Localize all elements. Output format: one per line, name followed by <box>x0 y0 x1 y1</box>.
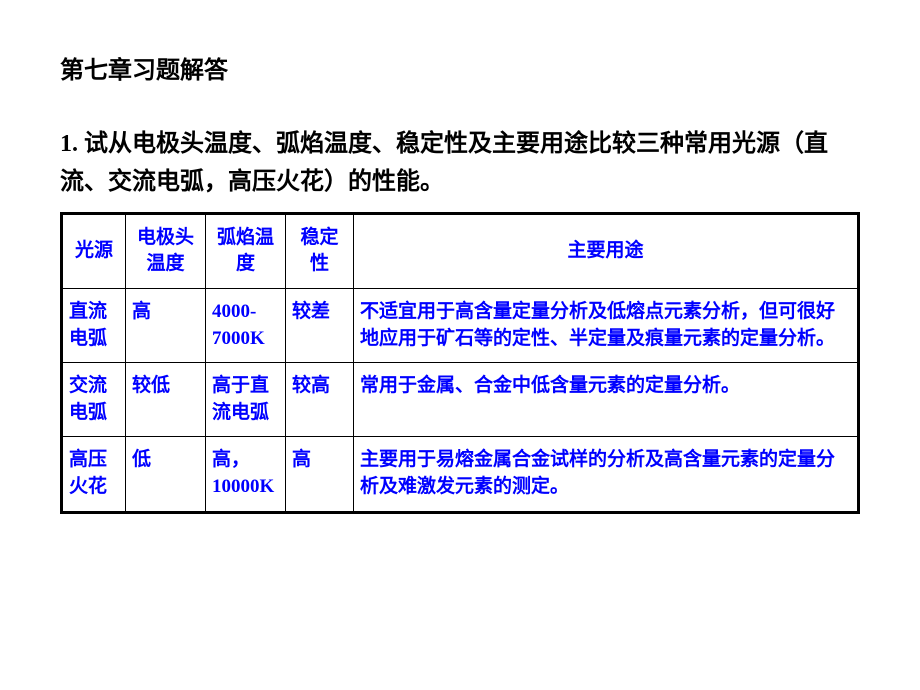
question-text: 1. 试从电极头温度、弧焰温度、稳定性及主要用途比较三种常用光源（直流、交流电弧… <box>60 125 860 202</box>
cell-stability: 高 <box>286 437 354 512</box>
cell-source: 直流电弧 <box>62 288 126 362</box>
cell-source: 交流电弧 <box>62 363 126 437</box>
table-header-row: 光源 电极头温度 弧焰温度 稳定性 主要用途 <box>62 213 859 288</box>
table-header-source: 光源 <box>62 213 126 288</box>
cell-source: 高压火花 <box>62 437 126 512</box>
cell-usage: 不适宜用于高含量定量分析及低熔点元素分析，但可很好地应用于矿石等的定性、半定量及… <box>354 288 859 362</box>
table-header-stability: 稳定性 <box>286 213 354 288</box>
cell-stability: 较差 <box>286 288 354 362</box>
table-header-flame: 弧焰温度 <box>206 213 286 288</box>
cell-usage: 主要用于易熔金属合金试样的分析及高含量元素的定量分析及难激发元素的测定。 <box>354 437 859 512</box>
chapter-title: 第七章习题解答 <box>60 50 860 85</box>
cell-electrode: 高 <box>126 288 206 362</box>
table-row: 直流电弧 高 4000-7000K 较差 不适宜用于高含量定量分析及低熔点元素分… <box>62 288 859 362</box>
cell-flame: 高，10000K <box>206 437 286 512</box>
cell-stability: 较高 <box>286 363 354 437</box>
cell-flame: 高于直流电弧 <box>206 363 286 437</box>
table-header-electrode: 电极头温度 <box>126 213 206 288</box>
cell-flame: 4000-7000K <box>206 288 286 362</box>
cell-electrode: 低 <box>126 437 206 512</box>
cell-electrode: 较低 <box>126 363 206 437</box>
table-row: 高压火花 低 高，10000K 高 主要用于易熔金属合金试样的分析及高含量元素的… <box>62 437 859 512</box>
comparison-table: 光源 电极头温度 弧焰温度 稳定性 主要用途 直流电弧 高 4000-7000K… <box>60 212 860 514</box>
table-header-usage: 主要用途 <box>354 213 859 288</box>
table-row: 交流电弧 较低 高于直流电弧 较高 常用于金属、合金中低含量元素的定量分析。 <box>62 363 859 437</box>
cell-usage: 常用于金属、合金中低含量元素的定量分析。 <box>354 363 859 437</box>
